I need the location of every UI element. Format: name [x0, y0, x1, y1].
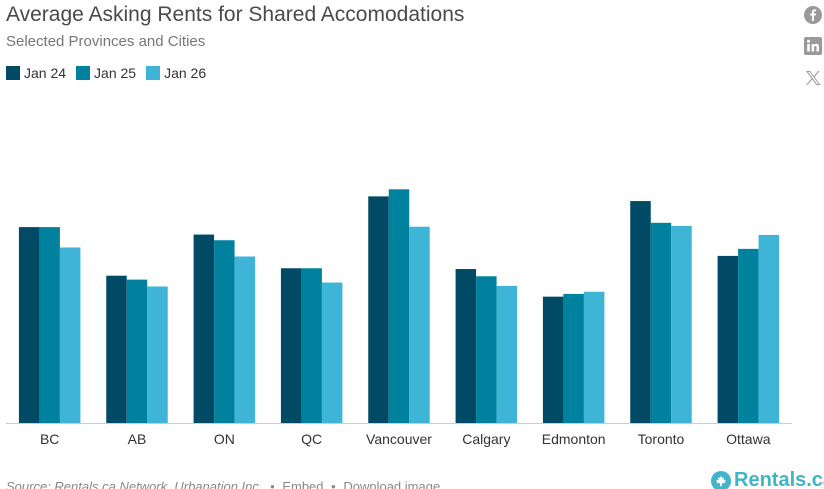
bar-toronto-jan-24[interactable] — [630, 201, 651, 423]
chart-subtitle: Selected Provinces and Cities — [6, 33, 206, 50]
bar-vancouver-jan-24[interactable] — [368, 196, 389, 423]
x-tick-label: Calgary — [462, 431, 510, 447]
bar-on-jan-26[interactable] — [234, 256, 256, 424]
legend-label-jan-24: Jan 24 — [24, 65, 67, 81]
source-line: Source: Rentals.ca Network, Urbanation I… — [6, 479, 440, 489]
legend-label-jan-26: Jan 26 — [164, 65, 207, 81]
bar-qc-jan-24[interactable] — [280, 268, 302, 423]
legend-item-jan-24[interactable]: Jan 24 — [6, 65, 66, 81]
bar-calgary-jan-26[interactable] — [496, 285, 518, 423]
x-share-button[interactable] — [802, 67, 824, 89]
bar-qc-jan-25[interactable] — [301, 268, 322, 423]
bar-vancouver-jan-25[interactable] — [388, 189, 410, 423]
bar-qc-jan-26[interactable] — [321, 282, 343, 423]
bar-edmonton-jan-25[interactable] — [563, 293, 584, 423]
x-tick-label: BC — [40, 431, 59, 447]
embed-link[interactable]: Embed — [282, 479, 324, 489]
bar-bc-jan-25[interactable] — [39, 227, 60, 423]
bar-toronto-jan-25[interactable] — [650, 222, 672, 423]
bar-on-jan-24[interactable] — [193, 234, 215, 423]
x-tick-label: ON — [214, 431, 235, 447]
linkedin-share-button[interactable] — [802, 35, 824, 57]
bar-on-jan-25[interactable] — [214, 240, 235, 423]
x-tick-label: Edmonton — [542, 431, 606, 447]
bar-edmonton-jan-24[interactable] — [542, 296, 564, 423]
chart-legend: Jan 24 Jan 25 Jan 26 — [6, 65, 216, 81]
bar-ottawa-jan-26[interactable] — [758, 234, 780, 423]
legend-label-jan-25: Jan 25 — [94, 65, 137, 81]
download-image-link[interactable]: Download image — [343, 479, 441, 489]
linkedin-icon — [804, 37, 822, 55]
rentals-logo[interactable]: Rentals.ca — [711, 469, 824, 489]
bar-ottawa-jan-25[interactable] — [738, 248, 759, 423]
legend-item-jan-25[interactable]: Jan 25 — [76, 65, 136, 81]
facebook-icon — [804, 6, 822, 24]
x-tick-label: QC — [301, 431, 322, 447]
bar-edmonton-jan-26[interactable] — [583, 291, 605, 423]
bar-chart: BC AB ON QC Vancouver Calgary Edmonton Toronto O… — [6, 189, 792, 447]
bar-ab-jan-24[interactable] — [106, 275, 127, 423]
source-text: Source: Rentals.ca Network, Urbanation I… — [6, 479, 263, 489]
bar-ab-jan-25[interactable] — [126, 279, 148, 423]
facebook-share-button[interactable] — [802, 4, 824, 26]
bar-ottawa-jan-24[interactable] — [717, 255, 739, 423]
bar-calgary-jan-25[interactable] — [476, 276, 497, 423]
separator: • — [270, 479, 275, 489]
bar-ab-jan-26[interactable] — [147, 286, 168, 423]
chart-title: Average Asking Rents for Shared Accomoda… — [6, 3, 465, 26]
x-tick-label: Vancouver — [366, 431, 432, 447]
separator: • — [331, 479, 336, 489]
legend-swatch-jan-26 — [146, 66, 161, 80]
bar-calgary-jan-24[interactable] — [455, 269, 477, 423]
bar-toronto-jan-26[interactable] — [671, 225, 692, 423]
x-tick-label: AB — [128, 431, 147, 447]
x-tick-label: Toronto — [638, 431, 685, 447]
maple-leaf-icon — [711, 470, 731, 489]
legend-item-jan-26[interactable]: Jan 26 — [146, 65, 206, 81]
bar-bc-jan-24[interactable] — [18, 227, 40, 423]
logo-text: Rentals.ca — [734, 469, 824, 489]
x-tick-label: Ottawa — [726, 431, 771, 447]
legend-swatch-jan-25 — [76, 66, 91, 80]
legend-swatch-jan-24 — [6, 66, 20, 80]
x-icon — [806, 71, 821, 85]
bar-vancouver-jan-26[interactable] — [409, 226, 430, 423]
bar-bc-jan-26[interactable] — [59, 247, 81, 423]
